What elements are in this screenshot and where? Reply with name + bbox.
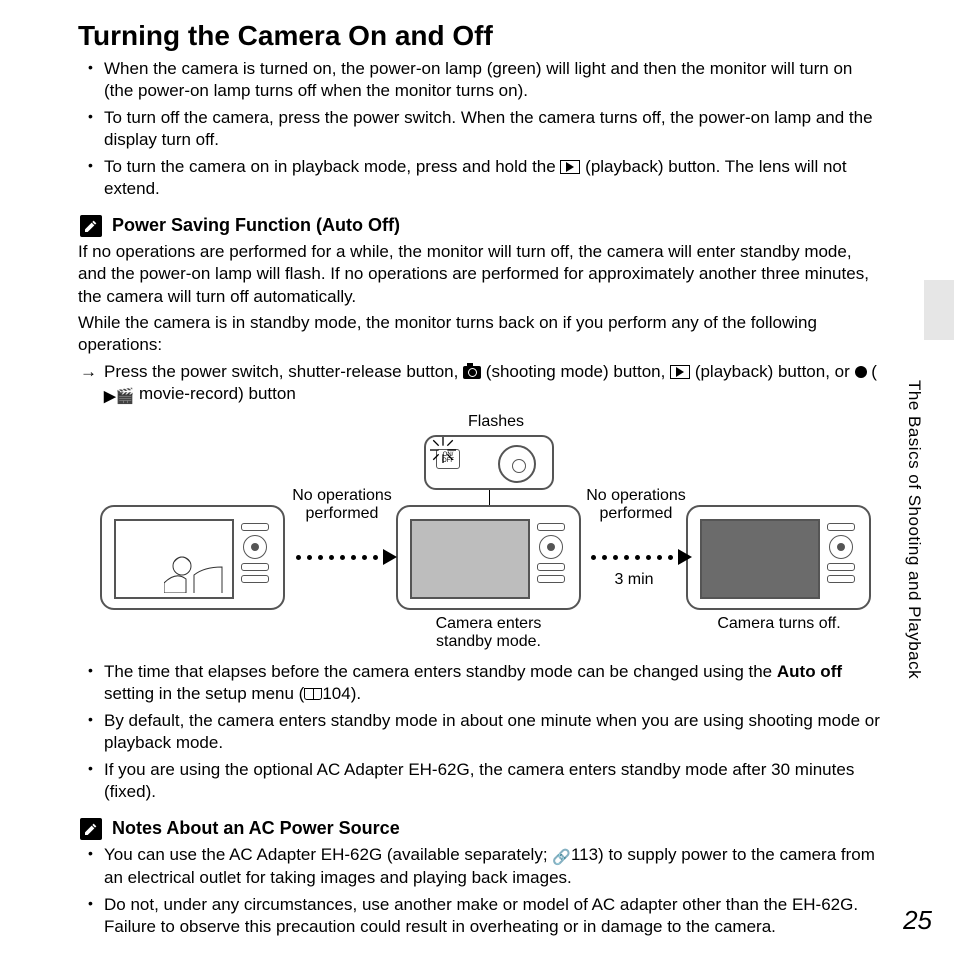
page-title: Turning the Camera On and Off [78,20,884,52]
bold-term: Auto off [777,662,842,681]
side-thumb-tab [924,280,954,340]
movie-icon: ▶🎬 [104,387,134,407]
list-item: If you are using the optional AC Adapter… [78,759,884,804]
camera-icon [463,366,481,379]
auto-off-para1: If no operations are performed for a whi… [78,241,884,308]
wake-post: movie-record) button [134,384,296,403]
camera-state-on [100,505,285,610]
page-content: Turning the Camera On and Off When the c… [0,0,954,939]
gears-icon: 🔗 [552,848,571,868]
subheading-ac: Notes About an AC Power Source [80,818,884,840]
playback-icon [560,160,580,174]
wake-pre: Press the power switch, shutter-release … [104,362,463,381]
wake-mid3: ( [871,362,877,381]
label-noops2: No operations performed [576,487,696,522]
list-item: By default, the camera enters standby mo… [78,710,884,755]
camera-screen-on [114,519,234,599]
pencil-icon [80,215,102,237]
after-bullets: The time that elapses before the camera … [78,661,884,804]
arrow-1 [293,551,397,563]
list-item: When the camera is turned on, the power-… [78,58,884,103]
camera-screen-standby [410,519,530,599]
camera-screen-off [700,519,820,599]
flash-starburst-icon [430,437,456,463]
camera-state-off [686,505,871,610]
subheading-auto-off: Power Saving Function (Auto Off) [80,215,884,237]
record-dot-icon [855,366,867,378]
connector-line [489,490,490,505]
label-3min: 3 min [604,571,664,589]
list-item: Do not, under any circumstances, use ano… [78,894,884,939]
list-item: To turn off the camera, press the power … [78,107,884,152]
list-item: To turn the camera on in playback mode, … [78,156,884,201]
wake-operations: Press the power switch, shutter-release … [78,361,884,407]
list-item: You can use the AC Adapter EH-62G (avail… [78,844,884,890]
auto-off-para2: While the camera is in standby mode, the… [78,312,884,357]
label-off: Camera turns off. [704,615,854,633]
subheading-text: Power Saving Function (Auto Off) [112,215,400,236]
wake-mid2: (playback) button, or [695,362,855,381]
pencil-icon [80,818,102,840]
label-flashes: Flashes [456,413,536,431]
subheading-ac-text: Notes About an AC Power Source [112,818,400,839]
ac-bullets: You can use the AC Adapter EH-62G (avail… [78,844,884,939]
arrow-2 [588,551,692,563]
intro-bullets: When the camera is turned on, the power-… [78,58,884,201]
label-noops1: No operations performed [282,487,402,522]
list-item: The time that elapses before the camera … [78,661,884,706]
camera-state-standby [396,505,581,610]
page-number: 25 [903,905,932,936]
dial-icon [498,445,536,483]
running-head: The Basics of Shooting and Playback [904,380,924,679]
playback-icon [670,365,690,379]
standby-diagram: Flashes ON/ OFF [86,413,876,653]
label-standby: Camera enters standby mode. [406,615,571,650]
book-icon [304,688,322,700]
wake-mid1: (shooting mode) button, [486,362,670,381]
